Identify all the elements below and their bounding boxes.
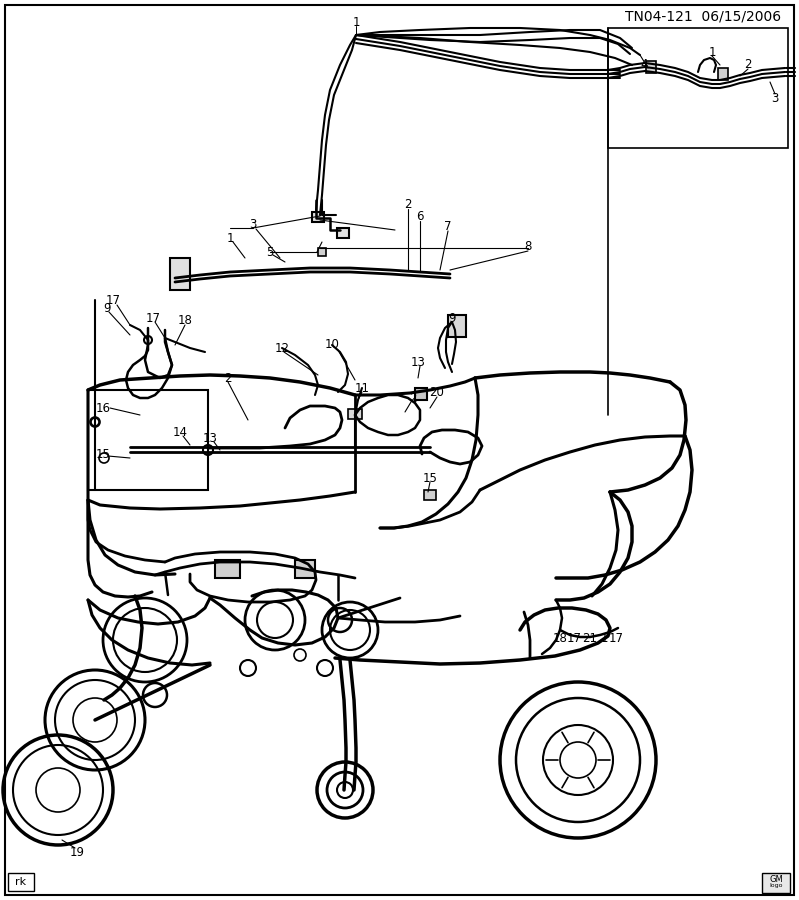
- Text: 1: 1: [708, 46, 716, 58]
- Text: 10: 10: [324, 338, 340, 352]
- Text: 1: 1: [352, 15, 360, 29]
- Text: 2: 2: [225, 372, 232, 384]
- Bar: [337, 228, 349, 238]
- Text: 21: 21: [582, 632, 598, 644]
- Bar: [215, 560, 240, 578]
- Text: 18: 18: [177, 313, 193, 327]
- Bar: [295, 560, 315, 578]
- Bar: [718, 68, 728, 80]
- Bar: [424, 490, 436, 500]
- Text: 1: 1: [600, 632, 608, 644]
- Text: 17: 17: [145, 311, 161, 325]
- Bar: [8, 873, 34, 891]
- Text: 18: 18: [553, 632, 567, 644]
- Bar: [88, 390, 208, 490]
- Text: 6: 6: [416, 211, 423, 223]
- Text: 17: 17: [566, 632, 582, 644]
- Text: 13: 13: [203, 431, 217, 445]
- Text: 20: 20: [430, 386, 444, 400]
- Bar: [318, 248, 326, 256]
- Text: 16: 16: [96, 401, 110, 415]
- Bar: [348, 409, 362, 419]
- Bar: [448, 315, 466, 337]
- Text: 5: 5: [266, 246, 274, 258]
- Text: 2: 2: [744, 58, 752, 71]
- Text: 7: 7: [444, 220, 451, 233]
- Text: 11: 11: [355, 382, 369, 394]
- Text: 17: 17: [609, 632, 623, 644]
- Text: 3: 3: [249, 219, 256, 231]
- Bar: [646, 61, 656, 73]
- Text: 3: 3: [771, 92, 779, 104]
- Text: 2: 2: [404, 199, 411, 212]
- Bar: [762, 873, 790, 893]
- Bar: [608, 28, 788, 148]
- Text: 9: 9: [448, 311, 455, 325]
- Text: GM: GM: [769, 876, 783, 885]
- Text: TN04-121  06/15/2006: TN04-121 06/15/2006: [625, 9, 781, 23]
- Text: rk: rk: [15, 877, 26, 887]
- Text: 17: 17: [105, 293, 121, 307]
- Text: 19: 19: [70, 847, 85, 860]
- Text: 15: 15: [96, 448, 110, 462]
- Text: 4: 4: [640, 58, 648, 70]
- Text: 9: 9: [103, 302, 111, 314]
- Text: 1: 1: [226, 231, 234, 245]
- Bar: [312, 212, 324, 222]
- Bar: [415, 388, 427, 400]
- Text: logo: logo: [769, 884, 783, 888]
- Bar: [170, 258, 190, 290]
- Text: 15: 15: [423, 472, 437, 484]
- Text: 13: 13: [411, 356, 425, 368]
- Text: 12: 12: [275, 341, 289, 355]
- Text: 8: 8: [524, 240, 531, 254]
- Text: 2: 2: [409, 392, 417, 404]
- Text: 14: 14: [173, 426, 188, 438]
